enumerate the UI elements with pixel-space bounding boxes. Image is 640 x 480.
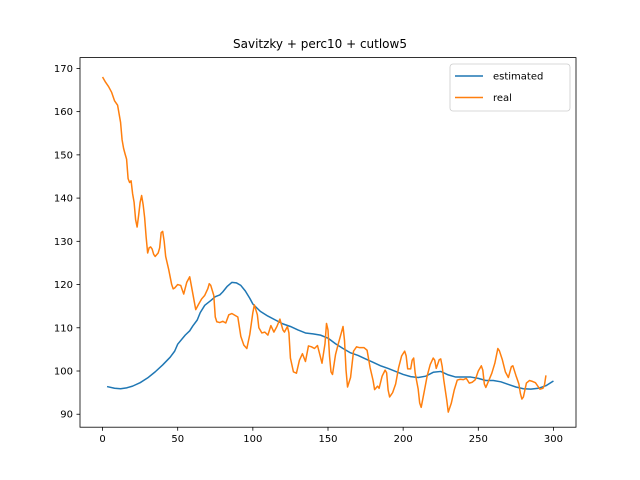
x-tick-label: 250 [469,434,488,445]
y-tick-label: 120 [54,280,73,291]
x-tick-label: 200 [394,434,413,445]
legend: estimated real [449,63,571,112]
y-tick-label: 140 [54,194,73,205]
x-axis: 0 50 100 150 200 250 300 [99,427,563,445]
series-line-real [101,76,547,413]
y-tick-label: 160 [54,107,73,118]
plot-lines [101,76,554,413]
y-tick-label: 130 [54,237,73,248]
y-tick-label: 100 [54,367,73,378]
chart-title: Savitzky + perc10 + cutlow5 [233,37,407,51]
x-tick-label: 50 [171,434,184,445]
y-tick-label: 90 [60,410,73,421]
y-axis: 90 100 110 120 130 140 150 160 170 [54,64,80,421]
legend-label-estimated: estimated [493,72,543,83]
x-tick-label: 0 [99,434,105,445]
x-tick-label: 150 [318,434,337,445]
series-line-estimated [106,281,554,390]
y-tick-label: 110 [54,323,73,334]
x-tick-label: 100 [243,434,262,445]
legend-label-real: real [493,93,512,104]
y-tick-label: 150 [54,150,73,161]
y-tick-label: 170 [54,64,73,75]
x-tick-label: 300 [544,434,563,445]
